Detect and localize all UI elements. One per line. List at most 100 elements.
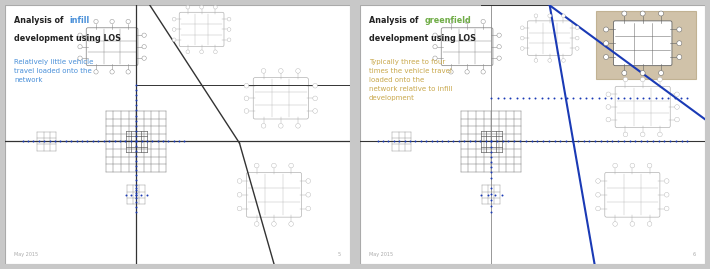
Point <box>486 139 497 144</box>
Circle shape <box>665 192 669 197</box>
Circle shape <box>497 45 501 49</box>
Point <box>560 139 572 144</box>
Point <box>665 139 676 144</box>
Point <box>486 144 497 149</box>
Circle shape <box>622 11 627 16</box>
Point <box>420 139 432 144</box>
Point <box>109 139 120 144</box>
Point <box>131 190 142 195</box>
Point <box>562 96 573 101</box>
Point <box>555 96 567 101</box>
Point <box>542 96 554 101</box>
Point <box>670 139 682 144</box>
Point <box>131 82 142 87</box>
Point <box>618 139 630 144</box>
Circle shape <box>648 222 652 226</box>
Circle shape <box>677 27 682 32</box>
FancyBboxPatch shape <box>596 10 696 79</box>
Point <box>152 139 163 144</box>
Circle shape <box>665 206 669 211</box>
Circle shape <box>520 36 524 40</box>
Point <box>669 96 680 101</box>
Point <box>131 193 142 197</box>
Text: Analysis of: Analysis of <box>14 16 66 25</box>
Point <box>475 193 486 197</box>
Circle shape <box>562 59 565 62</box>
Circle shape <box>640 11 645 16</box>
Text: development using LOS: development using LOS <box>369 34 476 43</box>
Circle shape <box>110 70 114 74</box>
Point <box>612 96 623 101</box>
Point <box>589 139 601 144</box>
Point <box>549 96 560 101</box>
Point <box>469 139 481 144</box>
Point <box>601 139 612 144</box>
Point <box>131 139 142 144</box>
Point <box>662 96 674 101</box>
Circle shape <box>142 56 146 60</box>
Point <box>523 96 535 101</box>
Point <box>131 173 142 178</box>
Point <box>92 139 104 144</box>
Circle shape <box>244 83 248 88</box>
Point <box>486 192 497 196</box>
Point <box>514 139 525 144</box>
Point <box>399 139 410 144</box>
Point <box>131 205 142 209</box>
Point <box>131 124 142 128</box>
Text: May 2015: May 2015 <box>14 252 38 257</box>
Point <box>486 165 497 169</box>
Point <box>404 139 415 144</box>
Point <box>22 139 33 144</box>
FancyBboxPatch shape <box>528 21 572 55</box>
Circle shape <box>173 17 176 21</box>
Circle shape <box>78 56 82 60</box>
Point <box>578 139 589 144</box>
Circle shape <box>449 70 453 74</box>
Point <box>676 139 687 144</box>
Point <box>131 178 142 182</box>
FancyBboxPatch shape <box>6 5 349 264</box>
Point <box>574 96 586 101</box>
Point <box>486 175 497 180</box>
Point <box>126 193 137 197</box>
Point <box>486 160 497 164</box>
Point <box>492 96 503 101</box>
Point <box>131 154 142 158</box>
Point <box>530 96 541 101</box>
Circle shape <box>674 105 679 109</box>
Circle shape <box>623 77 628 82</box>
Point <box>618 96 630 101</box>
Circle shape <box>575 36 579 40</box>
Circle shape <box>622 70 627 76</box>
Point <box>141 193 152 197</box>
Point <box>486 150 497 154</box>
Point <box>624 139 635 144</box>
Point <box>498 96 510 101</box>
Circle shape <box>613 163 618 168</box>
Point <box>526 139 537 144</box>
Point <box>104 139 115 144</box>
Point <box>486 204 497 208</box>
Circle shape <box>606 105 611 109</box>
Circle shape <box>237 192 242 197</box>
Point <box>388 139 400 144</box>
FancyBboxPatch shape <box>613 21 672 66</box>
Circle shape <box>596 192 601 197</box>
Point <box>625 96 636 101</box>
Circle shape <box>433 33 437 37</box>
Circle shape <box>659 70 664 76</box>
Point <box>657 96 668 101</box>
Circle shape <box>261 123 266 128</box>
Text: 6: 6 <box>693 252 696 257</box>
Circle shape <box>562 14 565 18</box>
Point <box>114 139 126 144</box>
Circle shape <box>630 163 635 168</box>
Point <box>482 193 493 197</box>
Circle shape <box>94 70 98 74</box>
FancyBboxPatch shape <box>86 28 138 66</box>
Point <box>497 139 508 144</box>
Point <box>650 96 662 101</box>
Point <box>644 96 655 101</box>
Point <box>537 139 549 144</box>
